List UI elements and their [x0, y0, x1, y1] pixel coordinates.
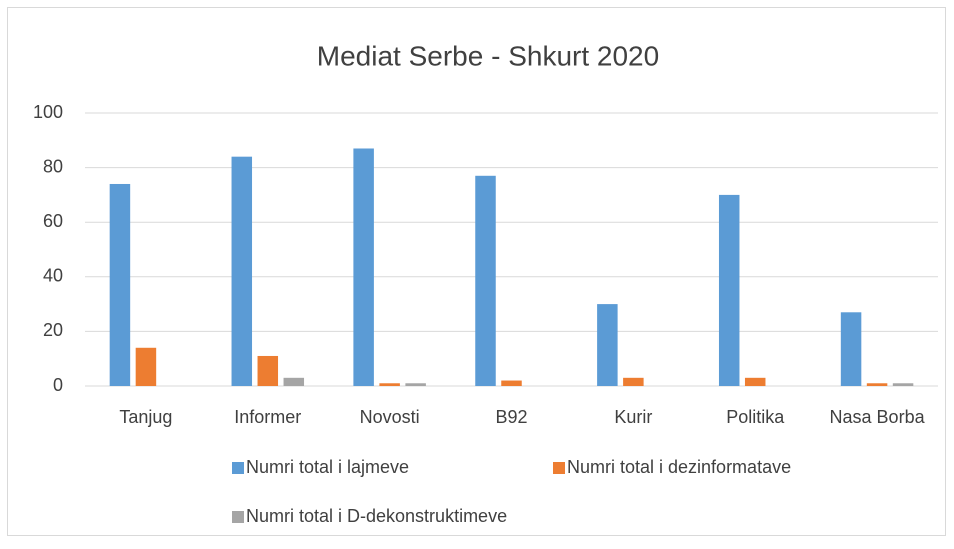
bar — [353, 148, 374, 386]
bar — [257, 355, 279, 386]
legend-label: Numri total i D-dekonstruktimeve — [246, 506, 507, 526]
y-tick-label: 40 — [43, 266, 63, 286]
x-tick-label: Nasa Borba — [830, 407, 926, 427]
legend-swatch — [232, 511, 244, 523]
legend-label: Numri total i dezinformatave — [567, 457, 791, 477]
x-tick-label: Informer — [234, 407, 301, 427]
bar — [283, 377, 305, 386]
legend-swatch — [553, 462, 565, 474]
bar — [135, 347, 157, 386]
bar — [718, 194, 740, 386]
bar — [231, 156, 253, 386]
bar — [109, 183, 131, 386]
bar — [892, 383, 914, 386]
bar — [866, 383, 888, 386]
bar — [840, 312, 862, 386]
bar — [623, 377, 644, 386]
x-tick-label: Politika — [726, 407, 785, 427]
x-tick-label: Novosti — [360, 407, 420, 427]
bar — [597, 304, 618, 386]
x-tick-label: Tanjug — [119, 407, 172, 427]
legend-swatch — [232, 462, 244, 474]
bar — [475, 175, 496, 386]
y-tick-label: 80 — [43, 156, 63, 176]
bar — [501, 380, 522, 386]
bar — [744, 377, 766, 386]
y-tick-label: 60 — [43, 211, 63, 231]
y-tick-label: 100 — [33, 102, 63, 122]
bar — [379, 383, 400, 386]
legend-label: Numri total i lajmeve — [246, 457, 409, 477]
x-tick-label: B92 — [495, 407, 527, 427]
x-tick-label: Kurir — [614, 407, 652, 427]
y-tick-label: 20 — [43, 320, 63, 340]
bar — [405, 383, 426, 386]
y-tick-label: 0 — [53, 375, 63, 395]
chart-title: Mediat Serbe - Shkurt 2020 — [317, 40, 659, 71]
